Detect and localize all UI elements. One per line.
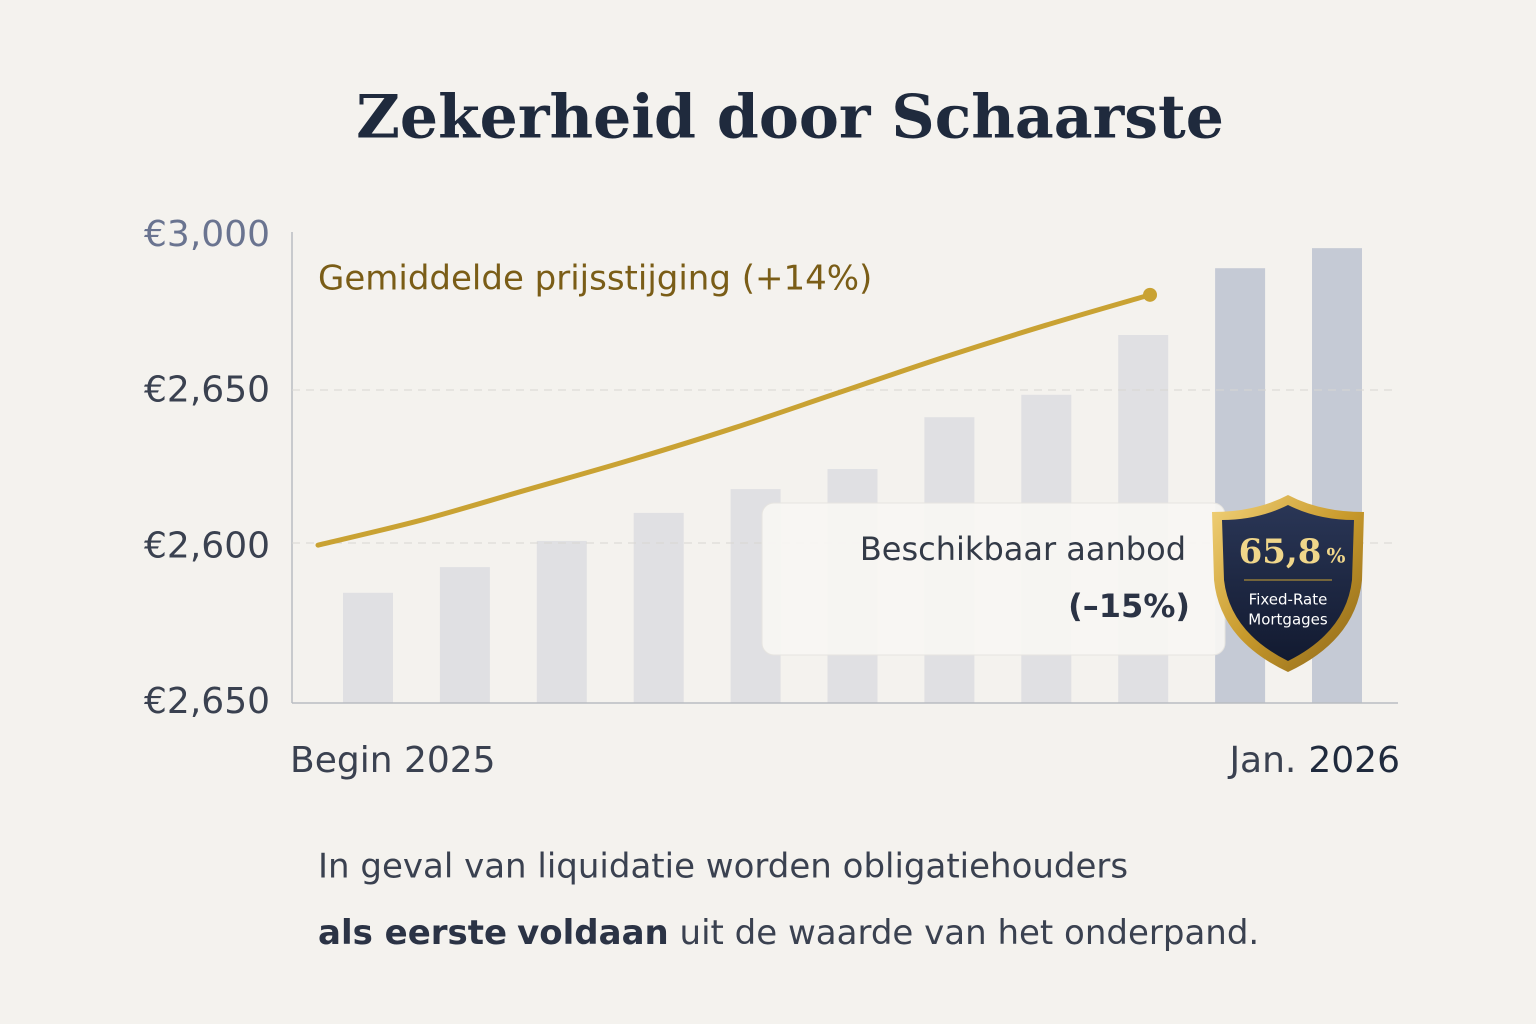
- bar: [343, 592, 393, 703]
- footer-line: In geval van liquidatie worden obligatie…: [318, 847, 1128, 887]
- badge-label: Fixed-Rate: [1249, 591, 1328, 609]
- badge-label: Mortgages: [1248, 611, 1328, 629]
- line-label: Gemiddelde prijsstijging (+14%): [318, 259, 872, 299]
- badge-value: 65,8: [1239, 532, 1322, 572]
- y-tick-label: €2,600: [144, 525, 270, 566]
- x-tick-label: Jan. 2026: [1227, 740, 1400, 781]
- bar: [536, 540, 587, 703]
- chart-title: Zekerheid door Schaarste: [356, 83, 1224, 153]
- x-label-year: 2026: [1308, 740, 1400, 781]
- bar: [439, 567, 490, 703]
- bar: [633, 512, 684, 703]
- price-line: [315, 292, 1153, 548]
- legend-label: Beschikbaar aanbod: [860, 530, 1186, 568]
- line-end-dot: [1143, 287, 1157, 302]
- legend-change: (–15%): [1068, 587, 1190, 625]
- y-tick-label: €3,000: [144, 214, 270, 255]
- x-tick-label: Begin 2025: [290, 740, 496, 781]
- footer-rest: uit de waarde van het onderpand.: [669, 913, 1260, 953]
- x-label-prefix: Jan.: [1227, 740, 1296, 781]
- footer-line: als eerste voldaan uit de waarde van het …: [318, 913, 1259, 953]
- badge-shield: [1222, 505, 1354, 661]
- footer-bold: voldaan: [517, 913, 669, 953]
- legend-box: [761, 502, 1226, 656]
- badge-unit: %: [1326, 544, 1345, 568]
- y-tick-label: €2,650: [144, 681, 270, 722]
- y-tick-label: €2,650: [144, 370, 270, 411]
- footer-bold: als eerste: [318, 913, 507, 953]
